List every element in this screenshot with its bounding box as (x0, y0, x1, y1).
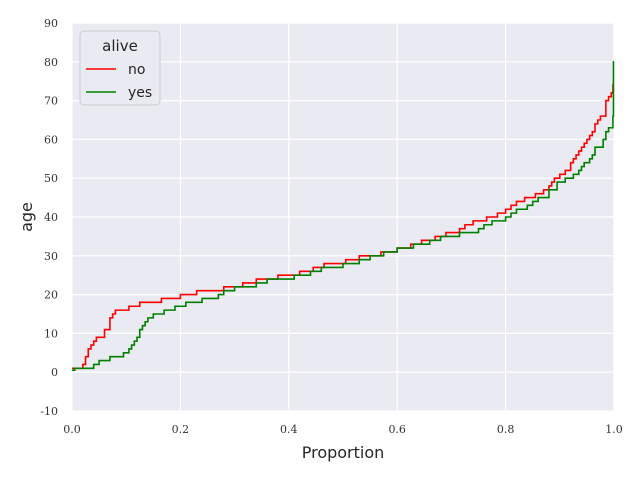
y-tick-label: 50 (44, 172, 58, 185)
x-tick-label: 0.4 (280, 423, 298, 436)
x-tick-label: 1.0 (605, 423, 623, 436)
legend-title: alive (102, 37, 138, 55)
y-tick-label: 20 (44, 289, 58, 302)
y-tick-label: 80 (44, 56, 58, 69)
x-tick-label: 0.0 (63, 423, 81, 436)
series-line-no (72, 84, 614, 370)
legend-label-yes: yes (128, 85, 152, 101)
x-axis-label: Proportion (302, 443, 385, 462)
y-tick-label: 60 (44, 133, 58, 146)
y-tick-label: 0 (51, 366, 58, 379)
legend: alive no yes (79, 30, 161, 106)
legend-items: no yes (86, 62, 152, 101)
y-tick-label: 70 (44, 95, 58, 108)
x-tick-label: 0.6 (388, 423, 406, 436)
series-group (72, 61, 615, 372)
tick-labels: 0.0 0.2 0.4 0.6 0.8 1.0 -10 0 10 20 30 40 50 60 70 80 90 (40, 17, 622, 436)
y-tick-label: 90 (44, 17, 58, 30)
y-tick-label: 10 (44, 327, 58, 340)
legend-label-no: no (128, 62, 145, 78)
y-tick-label: -10 (40, 405, 58, 418)
series-line-yes (72, 61, 615, 372)
y-tick-label: 30 (44, 250, 58, 263)
legend-box (79, 30, 161, 106)
x-tick-label: 0.2 (172, 423, 190, 436)
grid (71, 22, 615, 412)
x-tick-label: 0.8 (497, 423, 515, 436)
y-axis-label: age (17, 202, 36, 232)
y-tick-label: 40 (44, 211, 58, 224)
